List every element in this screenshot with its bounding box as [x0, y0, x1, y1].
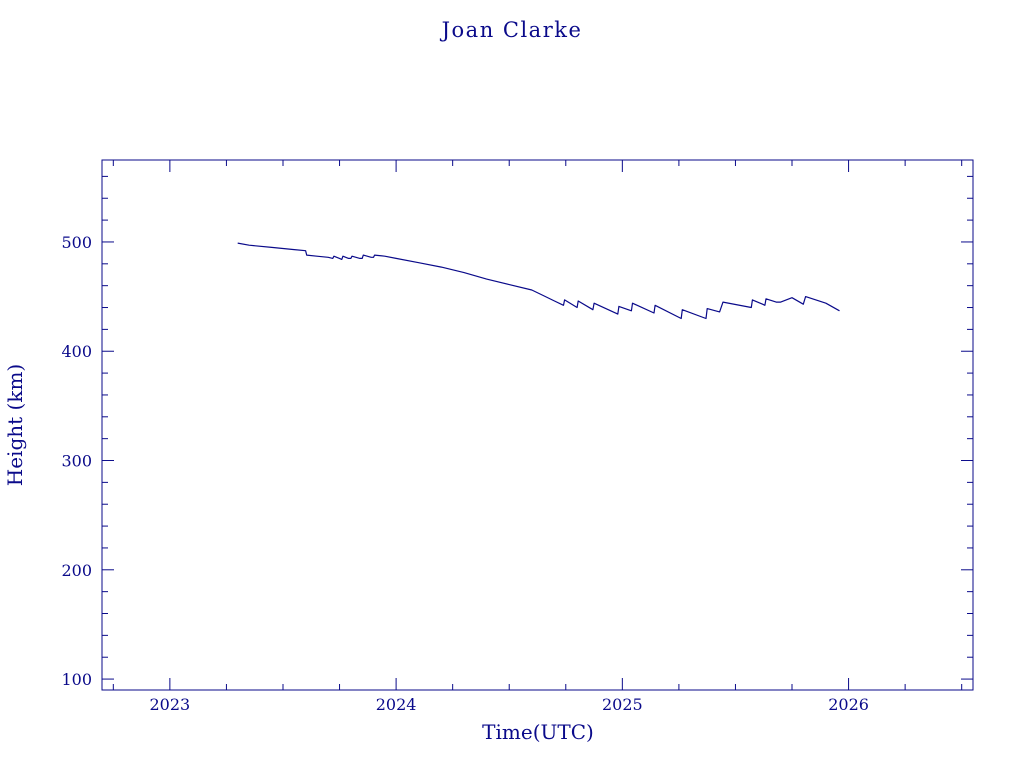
x-axis-tick-labels: 2023 2024 2025 2026: [150, 695, 869, 714]
y-axis-tick-labels: 100 200 300 400 500: [61, 233, 92, 689]
plot-frame: [101, 159, 974, 691]
y-tick-label: 400: [61, 342, 92, 361]
x-tick-label: 2023: [150, 695, 191, 714]
y-axis-label: Height (km): [3, 364, 27, 486]
y-tick-label: 200: [61, 561, 92, 580]
y-tick-label: 500: [61, 233, 92, 252]
height-series-line: [237, 242, 840, 320]
x-axis-label: Time(UTC): [482, 720, 594, 744]
x-tick-label: 2025: [602, 695, 643, 714]
y-tick-label: 300: [61, 452, 92, 471]
y-tick-label: 100: [61, 670, 92, 689]
y-axis-ticks: [102, 175, 973, 680]
x-tick-label: 2024: [376, 695, 417, 714]
x-tick-label: 2026: [828, 695, 869, 714]
x-axis-ticks: [112, 160, 963, 690]
chart-title: Joan Clarke: [440, 18, 583, 42]
